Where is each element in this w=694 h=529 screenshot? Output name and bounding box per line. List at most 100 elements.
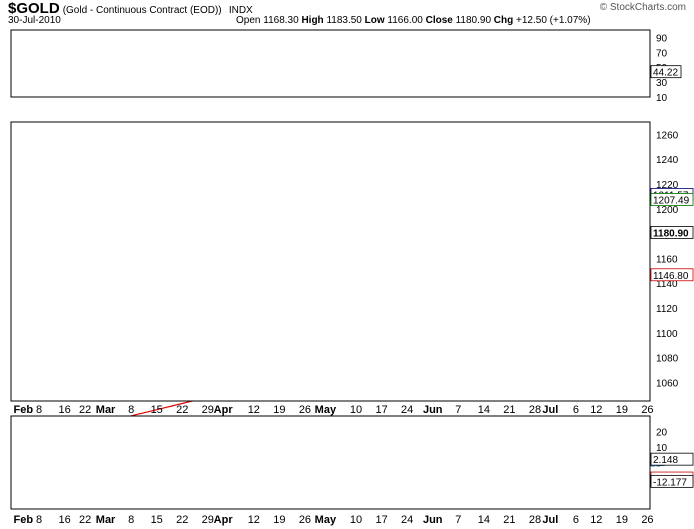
x-axis-label-bottom: May — [315, 514, 337, 526]
x-axis-label: 28 — [529, 404, 541, 416]
price-tick-label: 1200 — [656, 205, 679, 216]
x-axis-label: 24 — [401, 404, 413, 416]
price-tick-label: 1060 — [656, 378, 679, 389]
rsi-last-value-box — [650, 65, 682, 79]
quote-summary: Open 1168.30 High 1183.50 Low 1166.00 Cl… — [236, 15, 591, 26]
copyright: © StockCharts.com — [599, 2, 686, 13]
price-value-tag-label: 1146.80 — [653, 271, 689, 282]
x-axis-label-bottom: Jul — [542, 514, 558, 526]
x-axis-label-bottom: Apr — [214, 514, 234, 526]
price-tick-label: 1140 — [656, 279, 678, 290]
x-axis-label-bottom: 8 — [36, 514, 42, 526]
x-axis-label: 10 — [350, 404, 362, 416]
x-axis-label: 26 — [641, 404, 653, 416]
chart-header: $GOLD (Gold - Continuous Contract (EOD)) … — [0, 0, 694, 28]
x-axis-label-bottom: 24 — [401, 514, 413, 526]
x-axis-label-bottom: Mar — [96, 514, 116, 526]
x-axis-label-bottom: 26 — [641, 514, 653, 526]
chg-value: +12.50 (+1.07%) — [516, 15, 591, 26]
price-tick-label: 1160 — [656, 254, 678, 265]
x-axis-label: 26 — [299, 404, 311, 416]
rsi-tick-label: 30 — [656, 78, 668, 89]
low-value: 1166.00 — [387, 15, 423, 26]
price-tick-label: 1240 — [656, 155, 679, 166]
x-axis-label: 7 — [455, 404, 461, 416]
x-axis-label-bottom: 21 — [503, 514, 515, 526]
rsi-tick-label: 10 — [656, 93, 668, 104]
rsi-tick-label: 90 — [656, 33, 668, 44]
x-axis-label-bottom: 16 — [59, 514, 71, 526]
price-tick-label: 1260 — [656, 130, 679, 141]
price-value-tag — [650, 226, 694, 239]
x-axis-label: 6 — [573, 404, 579, 416]
open-value: 1168.30 — [263, 15, 299, 26]
x-axis-label-bottom: 19 — [616, 514, 628, 526]
price-tick-label: 1080 — [656, 354, 679, 365]
x-axis-label: 22 — [176, 404, 188, 416]
price-frame — [10, 121, 651, 402]
x-axis-label-bottom: 29 — [202, 514, 214, 526]
close-value: 1180.90 — [455, 15, 492, 26]
x-axis-label: 8 — [128, 404, 134, 416]
open-label: Open — [236, 15, 261, 26]
x-axis-label: Apr — [214, 404, 234, 416]
macd-tick-label: 10 — [656, 443, 668, 454]
rsi-frame — [10, 29, 651, 98]
high-value: 1183.50 — [326, 15, 362, 26]
x-axis-label-bottom: 12 — [248, 514, 260, 526]
x-axis-label: 19 — [273, 404, 285, 416]
x-axis-label-bottom: 10 — [350, 514, 362, 526]
x-axis-label: 21 — [503, 404, 515, 416]
price-tick-label: 1120 — [656, 304, 678, 315]
x-axis-label: 16 — [59, 404, 71, 416]
low-label: Low — [364, 15, 385, 26]
x-axis-label: 14 — [478, 404, 490, 416]
macd-value-tag-label: 2.148 — [653, 455, 678, 466]
x-axis-label-bottom: 15 — [151, 514, 163, 526]
symbol-description: (Gold - Continuous Contract (EOD)) — [62, 5, 222, 16]
x-axis-label-bottom: 17 — [375, 514, 387, 526]
x-axis-label-bottom: 6 — [573, 514, 579, 526]
macd-frame — [10, 415, 651, 510]
x-axis-label: 12 — [590, 404, 602, 416]
rsi-last-value: 44.22 — [653, 68, 678, 79]
macd-value-tag-label: -12.177 — [653, 477, 687, 488]
x-axis-label: Feb — [14, 404, 34, 416]
macd-value-tag — [650, 452, 694, 466]
symbol: $GOLD — [8, 0, 60, 17]
x-axis-label: 19 — [616, 404, 628, 416]
x-axis-label-bottom: 12 — [590, 514, 602, 526]
x-axis-label-bottom: 14 — [478, 514, 490, 526]
rsi-tick-label: 70 — [656, 48, 668, 59]
x-axis-label-bottom: Jun — [423, 514, 443, 526]
x-axis-label: 29 — [202, 404, 214, 416]
price-value-tag-label: 1207.49 — [653, 196, 690, 207]
quote-date: 30-Jul-2010 — [8, 15, 61, 26]
price-value-tag — [650, 268, 694, 282]
x-axis-label: May — [315, 404, 337, 416]
macd-tick-label: 20 — [656, 428, 668, 439]
x-axis-label-bottom: 7 — [455, 514, 461, 526]
symbol-title: $GOLD (Gold - Continuous Contract (EOD)) … — [8, 0, 253, 17]
x-axis-label: 17 — [375, 404, 387, 416]
x-axis-label: Jul — [542, 404, 558, 416]
x-axis-label: 12 — [248, 404, 260, 416]
x-axis-label: Jun — [423, 404, 443, 416]
close-label: Close — [425, 15, 453, 26]
high-label: High — [301, 15, 324, 26]
x-axis-label-bottom: 22 — [176, 514, 188, 526]
x-axis-label: 8 — [36, 404, 42, 416]
x-axis-label-bottom: Feb — [14, 514, 34, 526]
price-value-tag — [650, 193, 694, 206]
x-axis-label-bottom: 19 — [273, 514, 285, 526]
x-axis-label-bottom: 28 — [529, 514, 541, 526]
macd-value-tag — [650, 474, 694, 488]
x-axis-label: 22 — [79, 404, 91, 416]
x-axis-label-bottom: 8 — [128, 514, 134, 526]
price-tick-label: 1220 — [656, 180, 679, 191]
chg-label: Chg — [493, 15, 514, 26]
exchange: INDX — [228, 5, 253, 16]
x-axis-label-bottom: 22 — [79, 514, 91, 526]
x-axis-label: 15 — [151, 404, 163, 416]
